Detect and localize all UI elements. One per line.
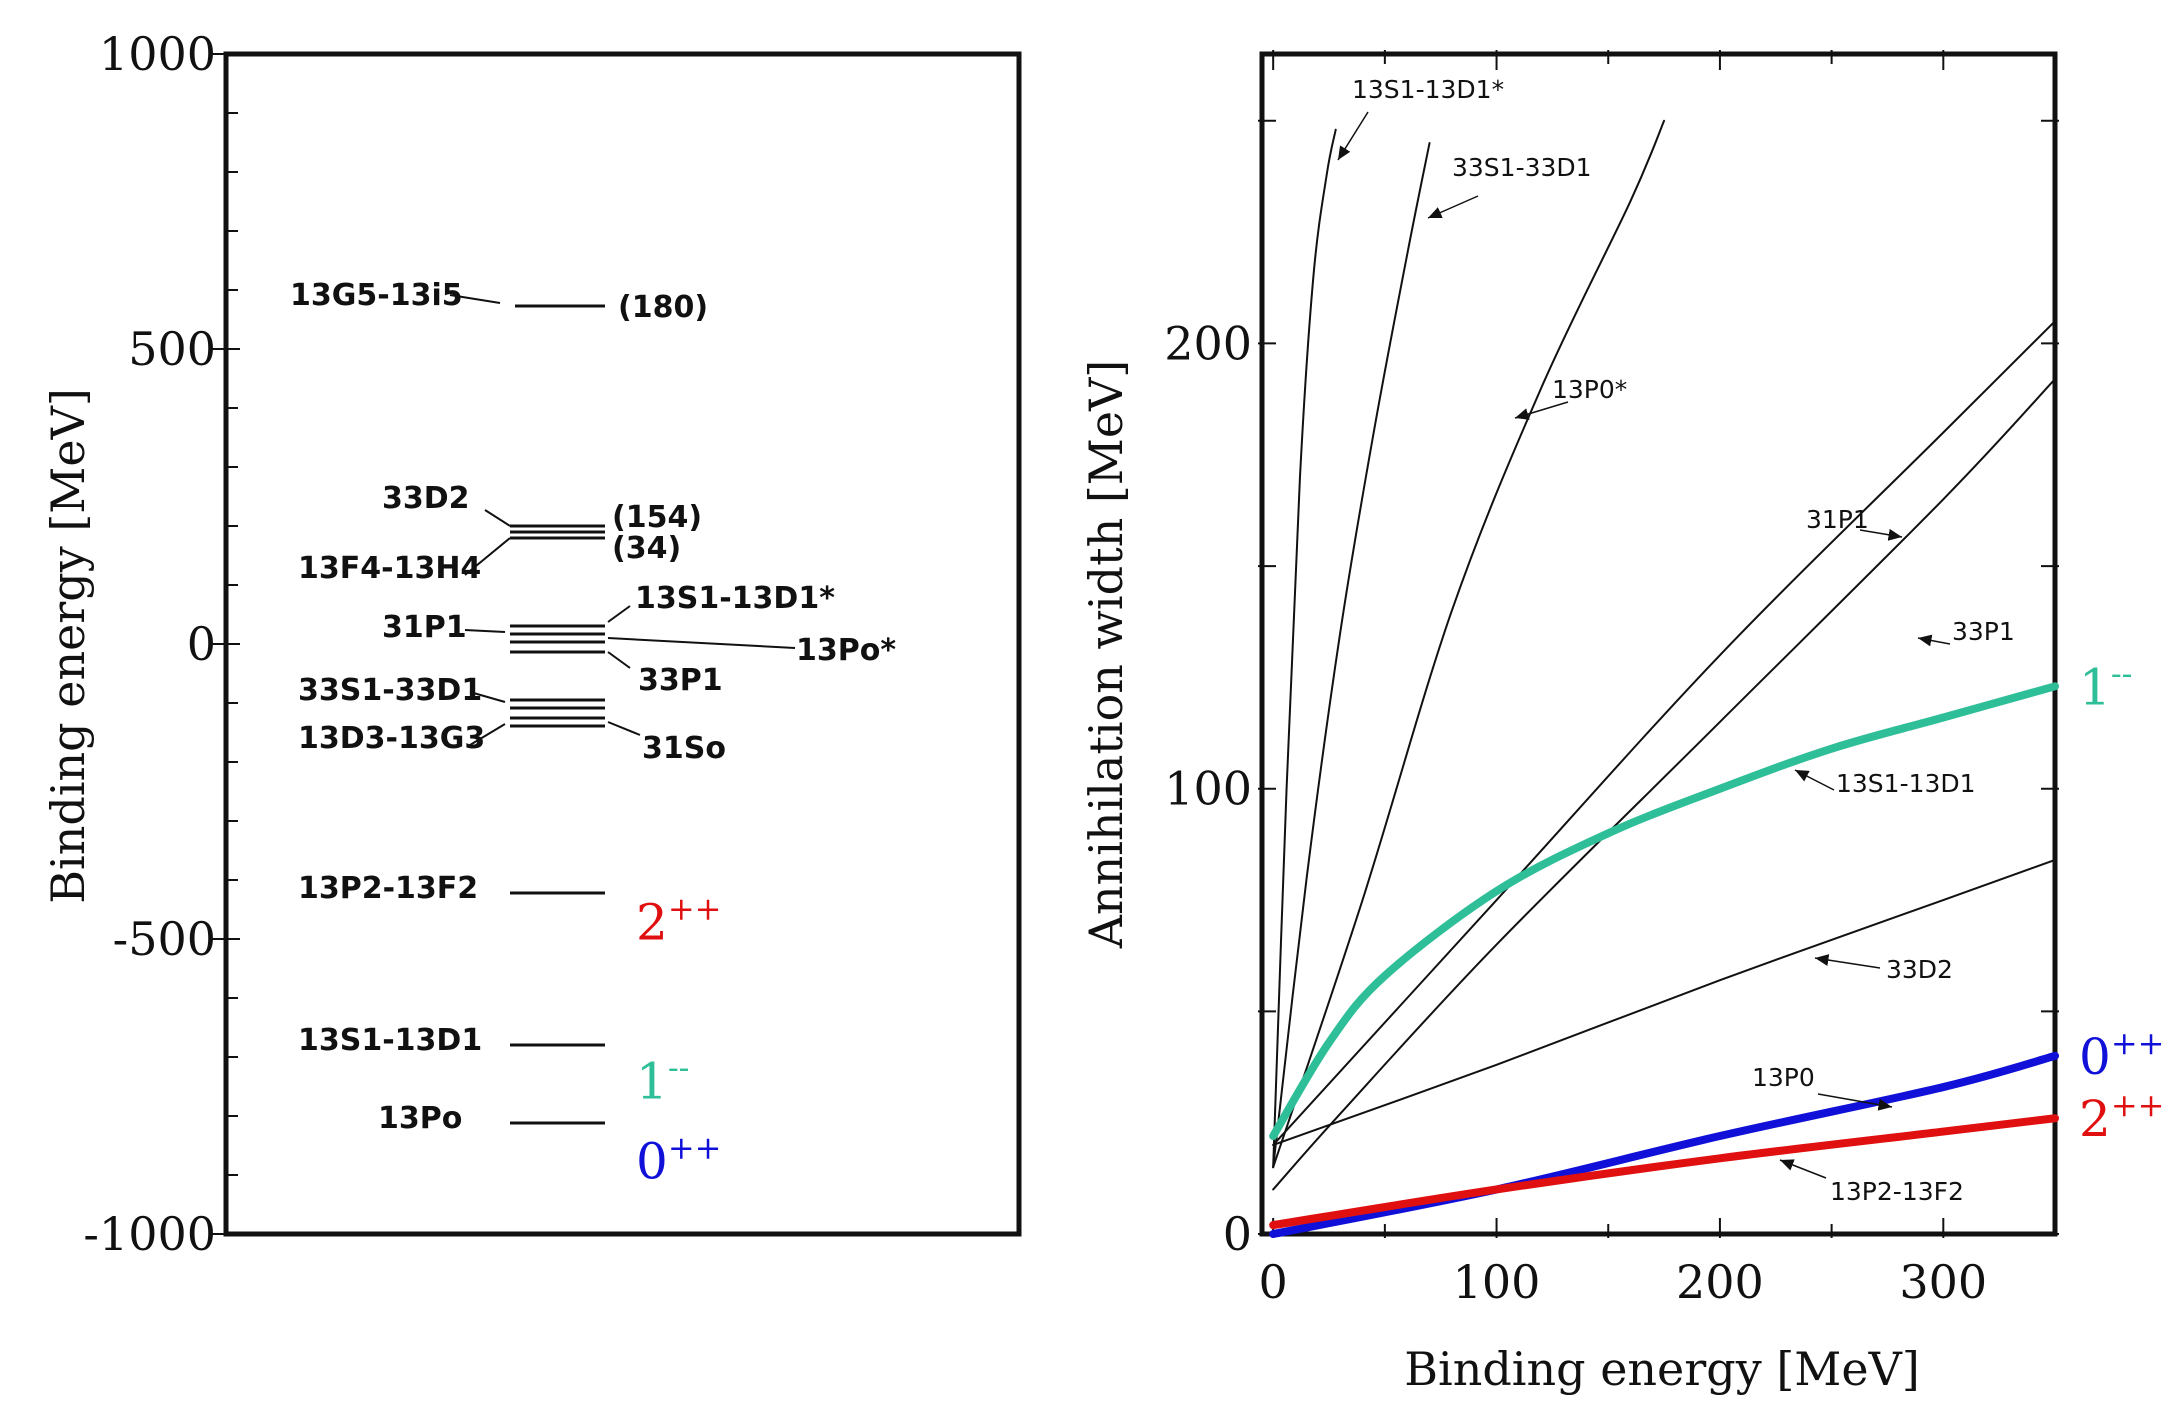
series-line-33d2: [1272, 858, 2056, 1146]
anno-p33: 33P1: [1952, 617, 2015, 646]
label-d2-val: (154): [612, 500, 702, 535]
left-y-axis-label: Binding energy [MeV]: [41, 388, 95, 904]
series-line-13p2-13f2: [1269, 1114, 2059, 1230]
anno-p0: 13P0: [1752, 1063, 1815, 1092]
left-jpc-j2: 2++: [636, 889, 721, 951]
label-d3: 13D3-13G3: [298, 721, 485, 756]
right-ytick-labels: 0 100 200: [1164, 316, 1252, 1261]
label-p0star: 13Po*: [796, 633, 896, 668]
level-connectors: [449, 294, 796, 746]
connector-d2: [484, 509, 511, 527]
series-line-33s1-33d1: [1272, 142, 1431, 1169]
anno-s33: 33S1-33D1: [1452, 153, 1592, 182]
left-ytick-label: 0: [187, 617, 216, 671]
left-ytick-label: 1000: [99, 27, 216, 81]
series-annotations: 13S1-13D1* 33S1-33D1 13P0* 31P1 33P1 13S…: [1337, 75, 2015, 1206]
label-f4-val: (34): [612, 531, 681, 566]
anno-p2: 13P2-13F2: [1830, 1177, 1964, 1206]
connector-p0star: [607, 637, 796, 649]
label-s1star: 13S1-13D1*: [635, 581, 835, 616]
left-jpc-j0: 0++: [636, 1128, 721, 1190]
arrow-s33: [1427, 195, 1479, 219]
left-ytick-label: -500: [113, 912, 216, 966]
left-jpc-marks: 2++ 1-- 0++: [636, 889, 721, 1190]
right-ytick-label: 0: [1223, 1207, 1252, 1261]
connector-p1: [464, 629, 506, 633]
connector-f4: [464, 537, 511, 576]
label-s33: 33S1-33D1: [298, 673, 482, 708]
right-xtick-label: 0: [1259, 1255, 1288, 1309]
arrow-p31: [1859, 528, 1903, 541]
right-xtick-label: 200: [1676, 1255, 1764, 1309]
arrow-p33: [1917, 634, 1951, 647]
label-f4: 13F4-13H4: [298, 551, 481, 586]
right-ytick-label: 100: [1164, 762, 1252, 816]
label-p0: 13Po: [378, 1101, 462, 1136]
label-p1: 31P1: [382, 610, 467, 645]
connector-s33: [469, 691, 506, 703]
label-d2: 33D2: [382, 481, 470, 516]
arrow-p0: [1817, 1093, 1893, 1111]
connector-g5: [449, 294, 501, 304]
anno-d2: 33D2: [1886, 955, 1953, 984]
right-ytick-label: 200: [1164, 316, 1252, 370]
right-jpc-j0: 0++: [2079, 1024, 2164, 1086]
left-panel: 1000 500 0 -500 -1000 Binding energy [MeV]: [41, 27, 1022, 1261]
right-jpc-j1: 1--: [2079, 654, 2132, 716]
anno-p31: 31P1: [1806, 505, 1869, 534]
left-ticks: [212, 53, 240, 1235]
series-line-31p1: [1272, 320, 2056, 1146]
label-g5: 13G5-13i5: [290, 278, 463, 313]
label-s1: 13S1-13D1: [298, 1023, 482, 1058]
arrow-s1: [1794, 769, 1835, 791]
connector-s0: [607, 721, 641, 736]
right-xtick-labels: 0 100 200 300: [1259, 1255, 1988, 1309]
right-y-axis-label: Annihilation width [MeV]: [1079, 360, 1133, 950]
right-jpc-j2: 2++: [2079, 1086, 2164, 1148]
left-ytick-labels: 1000 500 0 -500 -1000: [83, 27, 216, 1261]
right-jpc-marks: 0++2++ 1--: [2079, 654, 2164, 1148]
right-xtick-label: 300: [1899, 1255, 1987, 1309]
series-line-13p0-: [1272, 119, 1666, 1169]
left-ytick-label: -1000: [83, 1207, 216, 1261]
arrow-p2: [1779, 1159, 1827, 1179]
series-line-33p1: [1272, 378, 2056, 1191]
arrow-p0star: [1514, 401, 1569, 420]
right-x-axis-label: Binding energy [MeV]: [1404, 1342, 1920, 1396]
label-p2: 13P2-13F2: [298, 871, 478, 906]
connector-s1star: [607, 605, 631, 623]
label-g5-val: (180): [618, 290, 708, 325]
right-frame: [1259, 51, 2058, 1237]
anno-p0star: 13P0*: [1552, 375, 1627, 404]
connector-d3: [469, 723, 506, 746]
level-labels: 13G5-13i5 (180) 33D2 (154) 13F4-13H4 (34…: [290, 278, 896, 1136]
connector-p33: [607, 651, 631, 669]
left-jpc-j1: 1--: [636, 1049, 689, 1111]
series-line-13p0: [1269, 1051, 2059, 1238]
label-s0: 31So: [642, 731, 726, 766]
level-lines: [510, 304, 605, 1125]
anno-s1: 13S1-13D1: [1836, 769, 1976, 798]
series-line-13s1-13d1-: [1272, 128, 1337, 1169]
right-series: [1269, 119, 2059, 1238]
arrow-d2: [1814, 954, 1881, 969]
right-ticks: [1258, 50, 2059, 1238]
arrow-s1star: [1337, 111, 1369, 161]
right-panel: 0 100 200 0 100 200 300 Annihilation width [M…: [1079, 50, 2164, 1396]
right-xtick-label: 100: [1453, 1255, 1541, 1309]
label-p33: 33P1: [638, 663, 723, 698]
left-ytick-label: 500: [128, 322, 216, 376]
series-line-13s1-13d1: [1269, 682, 2059, 1141]
anno-s1star: 13S1-13D1*: [1352, 75, 1504, 104]
